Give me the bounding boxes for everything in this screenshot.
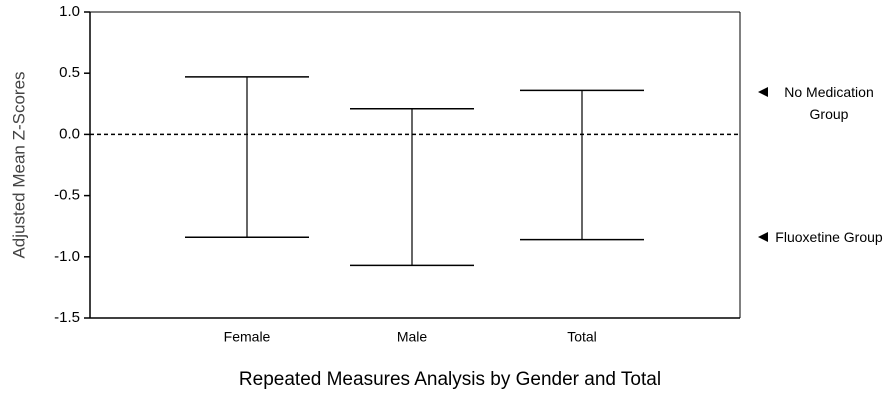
- y-tick-label: -1.5: [54, 309, 80, 326]
- y-tick-label: 1.0: [59, 3, 80, 20]
- legend-marker: [758, 87, 768, 97]
- legend-marker: [758, 232, 768, 242]
- y-tick-label: -1.0: [54, 248, 80, 265]
- y-tick-label: -0.5: [54, 187, 80, 204]
- y-tick-label: 0.5: [59, 64, 80, 81]
- x-tick-label: Male: [397, 329, 428, 345]
- chart-title: Repeated Measures Analysis by Gender and…: [239, 369, 661, 390]
- y-tick-label: 0.0: [59, 125, 80, 142]
- x-tick-label: Total: [567, 329, 597, 345]
- legend-label: No Medication Group: [784, 84, 874, 122]
- legend-label: Fluoxetine Group: [775, 229, 883, 245]
- x-tick-label: Female: [224, 329, 271, 345]
- y-axis-label: Adjusted Mean Z-Scores: [9, 71, 28, 258]
